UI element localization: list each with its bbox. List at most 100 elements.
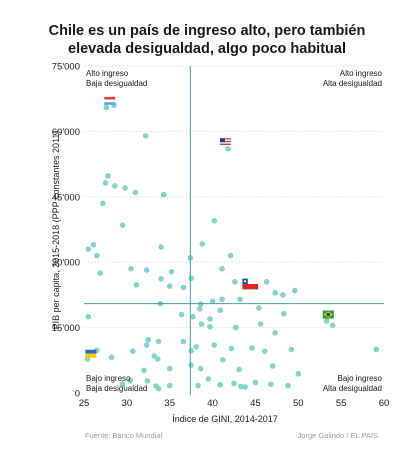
data-point <box>295 371 302 377</box>
country-flags <box>85 96 334 358</box>
data-point <box>219 296 225 303</box>
data-point <box>232 324 239 331</box>
data-point <box>119 381 126 388</box>
y-tick-label: 45'000 <box>52 192 80 203</box>
data-point <box>188 362 194 368</box>
axis-ticks: 0 15'000 30'000 45'000 60'000 75'000 25 30 35 40 4… <box>52 62 390 410</box>
data-point <box>288 346 295 353</box>
data-point <box>132 189 139 196</box>
data-point <box>142 132 149 139</box>
data-point <box>154 356 161 362</box>
quadrant-label: Bajo ingreso <box>86 374 131 383</box>
data-point <box>130 348 136 354</box>
data-point <box>122 185 128 191</box>
x-tick-label: 50 <box>293 398 304 409</box>
data-point <box>238 383 244 390</box>
data-point <box>97 270 104 276</box>
x-tick-label: 30 <box>122 398 133 409</box>
y-tick-label: 75'000 <box>52 62 80 73</box>
data-point <box>280 292 286 298</box>
data-point <box>166 283 173 289</box>
x-tick-label: 45 <box>250 398 261 409</box>
quadrant-label: Alto ingreso <box>340 69 383 78</box>
data-point <box>272 289 278 296</box>
data-point <box>228 345 235 352</box>
data-point <box>195 382 201 389</box>
data-point <box>323 318 330 324</box>
data-point <box>160 191 167 198</box>
data-point <box>373 346 380 353</box>
data-point <box>232 279 238 285</box>
y-tick-label: 60'000 <box>52 127 80 138</box>
data-point <box>166 365 173 372</box>
data-point <box>197 365 204 372</box>
usa-flag <box>219 138 231 147</box>
data-point <box>105 173 111 179</box>
data-point <box>220 357 226 363</box>
data-point <box>231 380 237 387</box>
data-point <box>269 363 276 369</box>
credit-note: Jorge Galindo / EL PAIS <box>297 431 378 440</box>
data-point <box>94 252 100 259</box>
data-point <box>207 316 213 322</box>
ukraine-flag <box>85 349 97 358</box>
data-point <box>219 265 225 272</box>
data-point <box>217 381 224 388</box>
data-point <box>144 377 151 384</box>
data-point <box>257 321 264 327</box>
quadrant-label: Alta desigualdad <box>323 384 382 393</box>
data-point <box>198 321 205 327</box>
data-point <box>207 323 213 330</box>
data-point <box>103 104 110 111</box>
data-point <box>209 298 216 305</box>
reference-lines <box>84 66 384 395</box>
data-point <box>199 241 206 247</box>
data-point <box>133 282 140 288</box>
data-point <box>188 275 194 282</box>
quadrant-label: Bajo ingreso <box>338 374 383 383</box>
luxembourg-flag <box>104 96 116 105</box>
data-point <box>143 267 150 273</box>
x-tick-label: 60 <box>379 398 390 409</box>
quadrant-label: Alta desigualdad <box>323 79 382 88</box>
data-point <box>188 347 194 354</box>
data-point <box>329 322 336 329</box>
data-point <box>242 384 248 390</box>
data-point <box>211 217 218 224</box>
data-point <box>112 183 118 189</box>
data-point <box>263 279 270 285</box>
data-point <box>285 382 291 389</box>
x-axis-label: Índice de GINI, 2014-2017 <box>172 414 278 424</box>
data-point <box>155 385 162 392</box>
chart-title-line-2: elevada desigualdad, algo poco habitual <box>68 41 346 57</box>
data-point <box>292 287 298 294</box>
data-point <box>119 222 126 228</box>
data-point <box>85 246 92 252</box>
chart-title: Chile es un país de ingreso alto, pero t… <box>0 22 414 58</box>
data-point <box>236 366 242 373</box>
data-point <box>127 377 134 384</box>
x-tick-label: 25 <box>79 398 90 409</box>
data-point <box>90 241 97 248</box>
quadrant-label: Alto ingreso <box>86 69 129 78</box>
data-point <box>168 268 175 275</box>
data-point <box>262 348 268 354</box>
data-point <box>217 307 224 313</box>
y-axis-label: PIB per capita, 2015-2018 (PPP constante… <box>51 131 61 330</box>
data-point <box>141 367 147 374</box>
data-point <box>155 338 162 345</box>
data-point <box>256 305 262 311</box>
data-point <box>178 311 185 318</box>
data-point <box>272 330 278 336</box>
chile-flag <box>242 278 259 290</box>
y-tick-label: 0 <box>75 389 80 400</box>
data-point <box>196 306 203 312</box>
x-tick-label: 55 <box>336 398 347 409</box>
y-tick-label: 15'000 <box>52 323 80 334</box>
data-point <box>145 337 152 343</box>
data-point <box>166 382 173 389</box>
data-point <box>85 313 92 320</box>
source-note: Fuente: Banco Mundial <box>85 431 163 440</box>
data-point <box>158 244 164 250</box>
